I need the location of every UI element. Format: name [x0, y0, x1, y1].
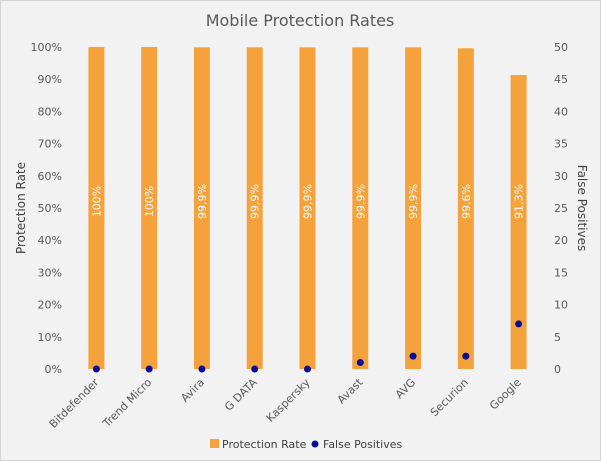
- x-tick-label: Trend Micro: [100, 376, 155, 431]
- y-tick-label: 0%: [45, 363, 62, 376]
- y2-tick-label: 45: [554, 73, 568, 86]
- y-tick-label: 100%: [31, 41, 62, 54]
- false-positive-point: [92, 365, 100, 373]
- legend-label-false-positives: False Positives: [323, 438, 403, 451]
- x-tick-label: Google: [487, 376, 524, 413]
- y-tick-label: 20%: [38, 299, 62, 312]
- x-tick-label: AVG: [393, 376, 418, 401]
- y-axis-ticks: 0% 10% 20% 30% 40% 50% 60% 70% 80% 90% 100%: [31, 41, 62, 376]
- x-tick-label: Bitdefender: [47, 376, 102, 431]
- legend: Protection Rate False Positives: [210, 438, 403, 451]
- bar-data-label: 91,3%: [513, 184, 526, 219]
- bar-data-label: 99,9%: [354, 184, 367, 219]
- bar: [405, 47, 422, 370]
- legend-swatch-protection-rate: [210, 439, 219, 448]
- bar-data-label: 100%: [143, 186, 156, 217]
- false-positive-point: [251, 365, 259, 373]
- chart-title: Mobile Protection Rates: [206, 11, 395, 30]
- y-tick-label: 30%: [38, 266, 62, 279]
- y2-tick-label: 20: [554, 234, 568, 247]
- bar: [510, 75, 527, 369]
- bar: [246, 47, 263, 370]
- y-tick-label: 50%: [38, 202, 62, 215]
- bar-data-label: 99,6%: [460, 184, 473, 219]
- bar: [141, 47, 158, 369]
- y2-tick-label: 25: [554, 202, 568, 215]
- y-tick-label: 90%: [38, 73, 62, 86]
- false-positive-point: [515, 320, 523, 328]
- y2-axis-ticks: 0 5 10 15 20 25 30 35 40 45 50: [554, 41, 568, 376]
- legend-label-protection-rate: Protection Rate: [222, 438, 307, 451]
- x-tick-label: Avira: [178, 376, 207, 405]
- y2-tick-label: 35: [554, 138, 568, 151]
- bar: [193, 47, 210, 370]
- bar-data-label: 99,9%: [249, 184, 262, 219]
- y2-tick-label: 40: [554, 105, 568, 118]
- legend-swatch-false-positives: [311, 440, 319, 448]
- y2-tick-label: 30: [554, 170, 568, 183]
- y2-tick-label: 50: [554, 41, 568, 54]
- y2-axis-title: False Positives: [575, 165, 589, 251]
- false-positive-point: [462, 352, 470, 360]
- bar-data-label: 100%: [90, 186, 103, 217]
- bar-data-label: 99,9%: [302, 184, 315, 219]
- x-tick-label: G DATA: [222, 376, 260, 414]
- bar-data-label: 99,9%: [196, 184, 209, 219]
- y-axis-title: Protection Rate: [14, 162, 28, 254]
- y2-tick-label: 5: [554, 331, 561, 344]
- y-tick-label: 60%: [38, 170, 62, 183]
- false-positive-point: [409, 352, 417, 360]
- false-positive-point: [198, 365, 206, 373]
- bar: [352, 47, 369, 370]
- y-tick-label: 70%: [38, 138, 62, 151]
- x-tick-label: Kaspersky: [264, 376, 313, 425]
- bar-series: 100% 100% 99,9% 99,9% 99,9% 99,9% 99,9% 99,6% 91…: [88, 47, 527, 370]
- false-positive-point: [356, 359, 364, 367]
- x-tick-label: Avast: [335, 375, 366, 406]
- y-tick-label: 40%: [38, 234, 62, 247]
- y-tick-label: 10%: [38, 331, 62, 344]
- bar: [299, 47, 316, 370]
- x-tick-label: Securion: [428, 376, 471, 419]
- y2-tick-label: 10: [554, 299, 568, 312]
- bar: [88, 47, 105, 369]
- false-positive-point: [145, 365, 153, 373]
- y-tick-label: 80%: [38, 105, 62, 118]
- bar: [457, 48, 474, 370]
- y2-tick-label: 0: [554, 363, 561, 376]
- bar-data-label: 99,9%: [407, 184, 420, 219]
- y2-tick-label: 15: [554, 266, 568, 279]
- false-positive-point: [304, 365, 311, 373]
- point-series: [92, 320, 523, 373]
